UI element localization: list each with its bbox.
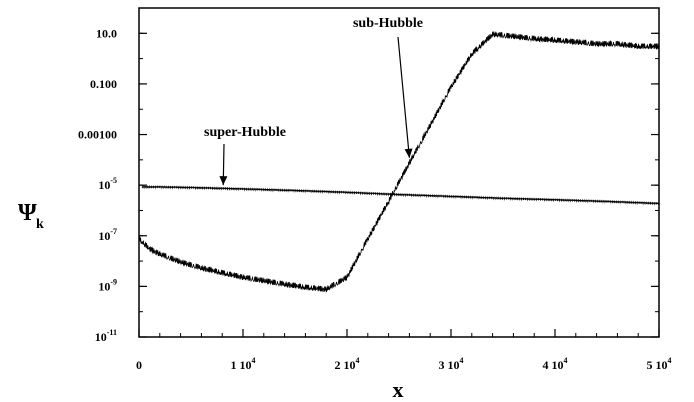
x-tick-label: 3 104 [439, 356, 464, 372]
y-tick-label: 0.00100 [78, 128, 117, 142]
y-tick-label: 0.100 [90, 77, 117, 91]
series-line-1 [138, 31, 660, 293]
y-axis-title-sub: k [36, 217, 44, 232]
series-line-2 [141, 185, 660, 206]
x-tick-label: 4 104 [543, 356, 568, 372]
x-tick-label: 2 104 [335, 356, 360, 372]
annotation-arrowhead [404, 148, 413, 158]
y-axis-title-main: Ψ [18, 200, 37, 226]
x-ticks: 0 1 104 2 104 3 104 4 104 5 104 [136, 329, 672, 372]
y-tick-label: 10-9 [98, 277, 117, 293]
series-group [138, 31, 660, 293]
x-axis-title: x [393, 377, 404, 402]
x-tick-label: 5 104 [647, 356, 672, 372]
y-tick-label: 10-7 [98, 227, 117, 243]
y-tick-label: 10-11 [95, 328, 117, 344]
annotation-label: super-Hubble [204, 125, 286, 140]
annotation-arrow-line [397, 36, 410, 158]
y-tick-label: 10.0 [96, 26, 117, 40]
y-ticks: 10-11 10-9 10-7 10-5 0.00100 0.100 10.0 [78, 7, 659, 344]
x-tick-label: 1 104 [231, 356, 256, 372]
annotation-arrowhead [219, 176, 228, 186]
y-axis-title: Ψ k [18, 200, 44, 232]
x-tick-label: 0 [136, 358, 142, 372]
y-tick-label: 10-5 [98, 176, 117, 192]
plot-frame [138, 7, 660, 338]
annotation-label: sub-Hubble [353, 16, 423, 31]
annotations: sub-Hubble super-Hubble [204, 16, 423, 186]
